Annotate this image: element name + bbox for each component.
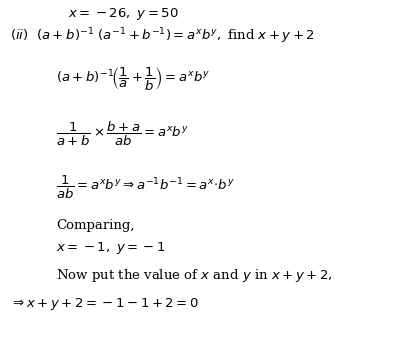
Text: Now put the value of $x$ and $y$ in $x + y + 2,$: Now put the value of $x$ and $y$ in $x +… (56, 267, 333, 284)
Text: Comparing,: Comparing, (56, 219, 135, 232)
Text: $(a + b)^{-1}\!\left(\dfrac{1}{a}+\dfrac{1}{b}\right) = a^xb^y$: $(a + b)^{-1}\!\left(\dfrac{1}{a}+\dfrac… (56, 66, 210, 93)
Text: $\dfrac{1}{ab} = a^xb^y \Rightarrow a^{-1}b^{-1} = a^x{\cdot}b^y$: $\dfrac{1}{ab} = a^xb^y \Rightarrow a^{-… (56, 174, 235, 201)
Text: $\Rightarrow x + y + 2 = -1 - 1 + 2 = 0$: $\Rightarrow x + y + 2 = -1 - 1 + 2 = 0$ (10, 297, 199, 312)
Text: $(ii)$  $(a + b)^{-1}$ $(a^{-1} + b^{-1}) = a^xb^y,$ find $x + y + 2$: $(ii)$ $(a + b)^{-1}$ $(a^{-1} + b^{-1})… (10, 26, 315, 46)
Text: $x = -26,\ y = 50$: $x = -26,\ y = 50$ (68, 6, 179, 22)
Text: $x = -1,\ y = -1$: $x = -1,\ y = -1$ (56, 240, 166, 256)
Text: $\dfrac{1}{a+b} \times \dfrac{b+a}{ab} = a^xb^y$: $\dfrac{1}{a+b} \times \dfrac{b+a}{ab} =… (56, 119, 189, 148)
